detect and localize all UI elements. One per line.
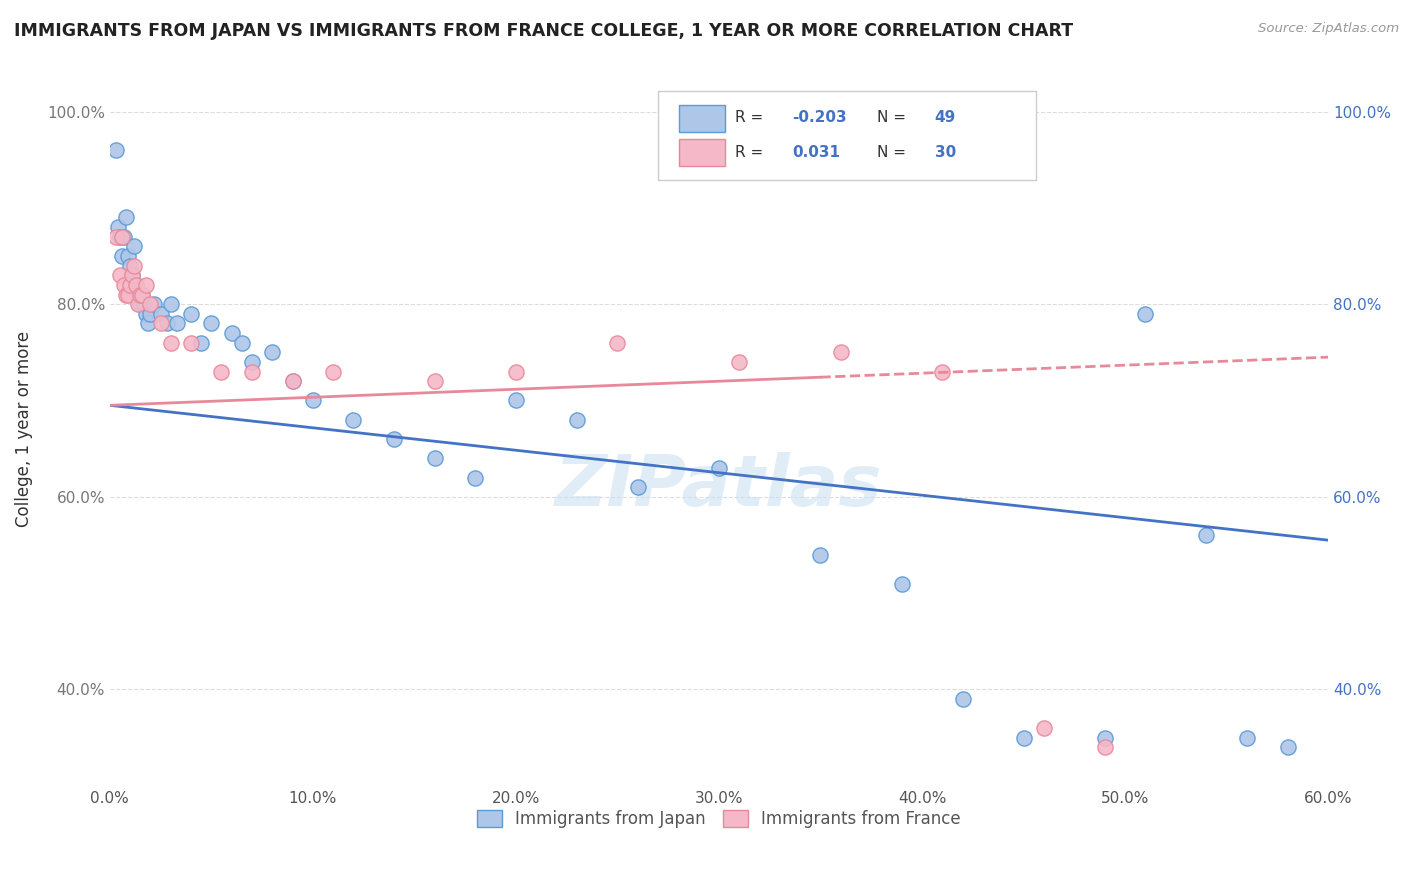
Point [931, 365, 953, 379]
Point [952, 692, 974, 706]
Point [830, 345, 852, 359]
Point [122, 259, 145, 273]
Text: IMMIGRANTS FROM JAPAN VS IMMIGRANTS FROM FRANCE COLLEGE, 1 YEAR OR MORE CORRELAT: IMMIGRANTS FROM JAPAN VS IMMIGRANTS FROM… [14, 22, 1073, 40]
Point [120, 259, 142, 273]
Point [505, 365, 527, 379]
Text: R =: R = [735, 145, 768, 160]
Point [111, 249, 134, 263]
Point [159, 297, 181, 311]
Point [606, 335, 628, 350]
Point [112, 229, 135, 244]
Point [281, 374, 304, 388]
Point [108, 268, 131, 283]
Point [127, 287, 149, 301]
Point [166, 317, 188, 331]
Point [322, 365, 344, 379]
Point [1094, 740, 1116, 755]
Point [159, 335, 181, 350]
Point [108, 229, 131, 244]
Point [134, 297, 156, 311]
Point [135, 307, 157, 321]
Point [1012, 731, 1035, 745]
Point [505, 393, 527, 408]
Point [139, 297, 162, 311]
Point [1277, 740, 1299, 755]
Point [231, 335, 253, 350]
Text: N =: N = [877, 145, 911, 160]
Point [464, 470, 486, 484]
Point [1195, 528, 1218, 542]
Point [104, 229, 127, 244]
Point [707, 461, 730, 475]
Point [125, 277, 148, 292]
Point [423, 451, 446, 466]
Point [240, 365, 263, 379]
Point [135, 277, 157, 292]
Point [180, 307, 202, 321]
Point [627, 480, 650, 494]
Point [890, 576, 912, 591]
Text: R =: R = [735, 111, 768, 126]
Point [117, 249, 139, 263]
Point [301, 393, 323, 408]
Point [107, 220, 129, 235]
Point [122, 239, 145, 253]
Bar [679, 105, 725, 132]
Point [155, 317, 177, 331]
Point [112, 277, 135, 292]
Point [121, 268, 143, 283]
Point [221, 326, 243, 340]
Point [180, 335, 202, 350]
Point [1135, 307, 1157, 321]
Point [143, 297, 166, 311]
Point [136, 317, 159, 331]
Text: -0.203: -0.203 [792, 111, 846, 126]
Point [262, 345, 284, 359]
Point [209, 365, 232, 379]
Text: N =: N = [877, 111, 911, 126]
Point [1032, 721, 1054, 735]
Point [111, 229, 134, 244]
Point [131, 287, 153, 301]
Point [810, 548, 832, 562]
Point [190, 335, 212, 350]
Point [1094, 731, 1116, 745]
Point [129, 297, 152, 311]
FancyBboxPatch shape [658, 91, 1036, 180]
Point [129, 287, 152, 301]
Point [115, 287, 138, 301]
Point [121, 268, 143, 283]
Point [423, 374, 446, 388]
Text: Source: ZipAtlas.com: Source: ZipAtlas.com [1258, 22, 1399, 36]
Point [115, 211, 138, 225]
Point [131, 287, 153, 301]
Text: 30: 30 [935, 145, 956, 160]
Point [139, 307, 162, 321]
Legend: Immigrants from Japan, Immigrants from France: Immigrants from Japan, Immigrants from F… [471, 803, 967, 835]
Text: 49: 49 [935, 111, 956, 126]
Point [149, 317, 172, 331]
Point [200, 317, 222, 331]
Point [125, 277, 148, 292]
Bar [679, 138, 725, 166]
Point [149, 307, 172, 321]
Point [127, 297, 149, 311]
Point [281, 374, 304, 388]
Point [240, 355, 263, 369]
Point [342, 413, 364, 427]
Point [382, 432, 405, 446]
Point [728, 355, 751, 369]
Point [1236, 731, 1258, 745]
Point [120, 277, 142, 292]
Point [104, 143, 127, 157]
Y-axis label: College, 1 year or more: College, 1 year or more [15, 331, 32, 527]
Point [565, 413, 588, 427]
Text: 0.031: 0.031 [792, 145, 839, 160]
Point [117, 287, 139, 301]
Text: ZIPatlas: ZIPatlas [555, 452, 883, 521]
